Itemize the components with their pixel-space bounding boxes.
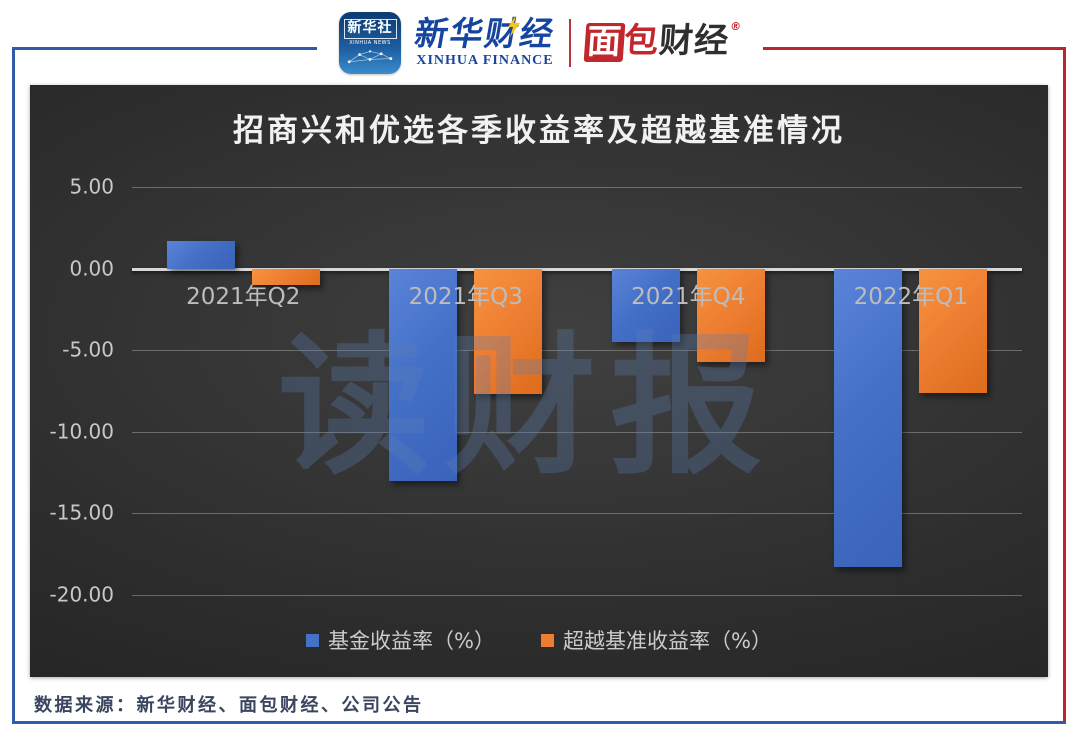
bar-2021年Q4-超越基准收益率（%） — [696, 268, 765, 362]
xinhua-finance-en-label: XINHUA FINANCE — [416, 52, 554, 68]
category-label: 2021年Q3 — [408, 283, 523, 310]
legend-swatch-icon — [541, 633, 554, 647]
bar-2021年Q2-基金收益率（%） — [166, 240, 235, 269]
bread-finance-char-mian: 面 — [583, 22, 626, 63]
frame-left-border — [12, 47, 15, 724]
y-tick-label: -20.00 — [49, 582, 114, 607]
y-tick-label: 0.00 — [69, 256, 114, 281]
legend-swatch-icon — [306, 633, 320, 647]
xinhua-finance-cn-label: 新华财经 — [411, 14, 559, 54]
chart-title: 招商兴和优选各季收益率及超越基准情况 — [233, 113, 845, 149]
gridline — [132, 187, 1022, 188]
y-tick-label: -10.00 — [49, 419, 114, 444]
bar-2022年Q1-超越基准收益率（%） — [919, 268, 988, 393]
xinhua-finance-logo: 新华财经 XINHUA FINANCE — [411, 14, 559, 69]
xinhua-news-en-label: XINHUA NEWS — [349, 39, 391, 46]
xinhua-news-cn-label: 新华社 — [343, 19, 397, 39]
constellation-icon — [347, 49, 393, 63]
legend-label: 超越基准收益率（%） — [563, 629, 772, 653]
bread-finance-rest: 财经 — [657, 21, 731, 62]
plot-area: 5.00 0.00 -5.00 -10.00 -15.00 -20.00 2021年Q2 20… — [50, 175, 1022, 607]
lightning-icon — [508, 15, 520, 38]
bread-finance-char-bao: 包 — [622, 21, 661, 62]
y-tick-label: 5.00 — [69, 174, 114, 199]
category-label: 2021年Q4 — [631, 283, 746, 310]
header-logos: 新华社 XINHUA NEWS 新华财经 XINHUA FINANCE — [317, 4, 763, 82]
data-source-note: 数据来源：新华财经、面包财经、公司公告 — [34, 695, 424, 715]
category-label: 2021年Q2 — [186, 283, 301, 310]
logo-divider — [569, 19, 571, 67]
gridline — [132, 431, 1022, 433]
legend-label: 基金收益率（%） — [328, 629, 495, 653]
bar-2022年Q1-基金收益率（%） — [834, 268, 903, 568]
y-tick-label: -15.00 — [49, 500, 114, 525]
frame-right-border — [1063, 47, 1066, 724]
gridline — [132, 350, 1022, 352]
category-label: 2022年Q1 — [853, 283, 968, 310]
legend: 基金收益率（%） 超越基准收益率（%） — [30, 625, 1048, 655]
bar-2021年Q2-超越基准收益率（%） — [251, 268, 320, 285]
bar-2021年Q3-基金收益率（%） — [389, 268, 458, 481]
gridline — [132, 513, 1022, 515]
gridline — [132, 595, 1022, 596]
frame-bottom-border — [12, 721, 1066, 724]
zero-axis-line — [132, 267, 1022, 271]
bar-2021年Q4-基金收益率（%） — [611, 268, 680, 343]
legend-item: 基金收益率（%） — [306, 625, 495, 655]
bread-finance-logo: 面包财经 ® — [583, 20, 743, 63]
legend-item: 超越基准收益率（%） — [541, 625, 772, 655]
xinhua-news-logo-icon: 新华社 XINHUA NEWS — [339, 12, 401, 74]
bar-2021年Q3-超越基准收益率（%） — [474, 268, 543, 395]
y-tick-label: -5.00 — [62, 337, 114, 362]
chart-panel: 招商兴和优选各季收益率及超越基准情况 5.00 0.00 -5.00 -10.00 -1… — [30, 85, 1048, 677]
registered-trademark-icon: ® — [729, 20, 743, 34]
